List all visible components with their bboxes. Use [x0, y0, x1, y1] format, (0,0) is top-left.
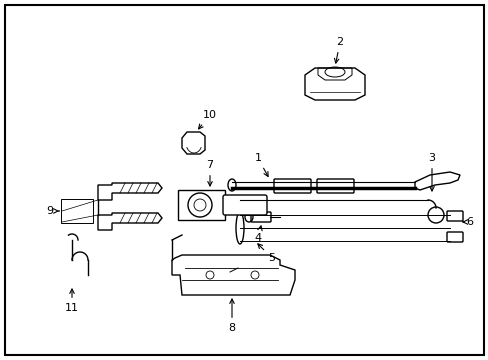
FancyBboxPatch shape [316, 179, 353, 193]
Text: 7: 7 [206, 160, 213, 186]
FancyBboxPatch shape [250, 212, 270, 222]
FancyBboxPatch shape [446, 211, 462, 221]
Text: 3: 3 [427, 153, 435, 191]
Text: 2: 2 [334, 37, 343, 63]
Text: 5: 5 [257, 244, 275, 263]
FancyBboxPatch shape [273, 179, 310, 193]
Text: 11: 11 [65, 289, 79, 313]
FancyBboxPatch shape [446, 232, 462, 242]
Text: 8: 8 [228, 299, 235, 333]
Text: 4: 4 [254, 226, 262, 243]
Text: 9: 9 [46, 206, 59, 216]
FancyBboxPatch shape [223, 195, 266, 215]
Text: 1: 1 [254, 153, 267, 176]
Text: 6: 6 [462, 217, 472, 227]
Text: 10: 10 [198, 110, 217, 129]
